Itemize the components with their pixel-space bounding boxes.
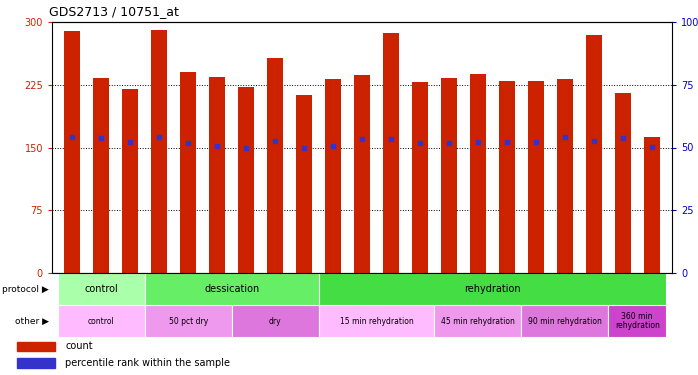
- Bar: [122, 89, 138, 273]
- Bar: [528, 81, 544, 273]
- Text: 45 min rehydration: 45 min rehydration: [441, 316, 515, 326]
- Text: 50 pct dry: 50 pct dry: [168, 316, 208, 326]
- Bar: [325, 79, 341, 273]
- Text: count: count: [65, 342, 93, 351]
- Text: other ▶: other ▶: [15, 316, 48, 326]
- Bar: [94, 78, 109, 273]
- Bar: [267, 58, 283, 273]
- Bar: [296, 95, 312, 273]
- Bar: [644, 138, 660, 273]
- Bar: [144, 305, 232, 337]
- Bar: [209, 77, 225, 273]
- Bar: [17, 358, 55, 368]
- Bar: [17, 342, 55, 351]
- Bar: [354, 75, 370, 273]
- Text: dessication: dessication: [204, 284, 259, 294]
- Bar: [144, 273, 318, 305]
- Bar: [151, 30, 167, 273]
- Bar: [499, 81, 515, 273]
- Bar: [180, 72, 196, 273]
- Text: dry: dry: [269, 316, 281, 326]
- Bar: [521, 305, 608, 337]
- Bar: [470, 74, 486, 273]
- Bar: [318, 305, 434, 337]
- Bar: [238, 87, 254, 273]
- Bar: [318, 273, 666, 305]
- Text: rehydration: rehydration: [464, 284, 521, 294]
- Text: GDS2713 / 10751_at: GDS2713 / 10751_at: [48, 5, 179, 18]
- Bar: [58, 305, 144, 337]
- Bar: [64, 31, 80, 273]
- Text: control: control: [88, 316, 114, 326]
- Bar: [586, 34, 602, 273]
- Text: 90 min rehydration: 90 min rehydration: [528, 316, 602, 326]
- Bar: [557, 79, 573, 273]
- Text: protocol ▶: protocol ▶: [2, 285, 48, 294]
- Bar: [383, 33, 399, 273]
- Text: 360 min
rehydration: 360 min rehydration: [615, 312, 660, 330]
- Text: percentile rank within the sample: percentile rank within the sample: [65, 358, 230, 368]
- Text: 15 min rehydration: 15 min rehydration: [340, 316, 413, 326]
- Bar: [434, 305, 521, 337]
- Bar: [232, 305, 318, 337]
- Bar: [412, 82, 428, 273]
- Bar: [441, 78, 457, 273]
- Bar: [615, 93, 631, 273]
- Bar: [58, 273, 144, 305]
- Bar: [608, 305, 666, 337]
- Text: control: control: [84, 284, 118, 294]
